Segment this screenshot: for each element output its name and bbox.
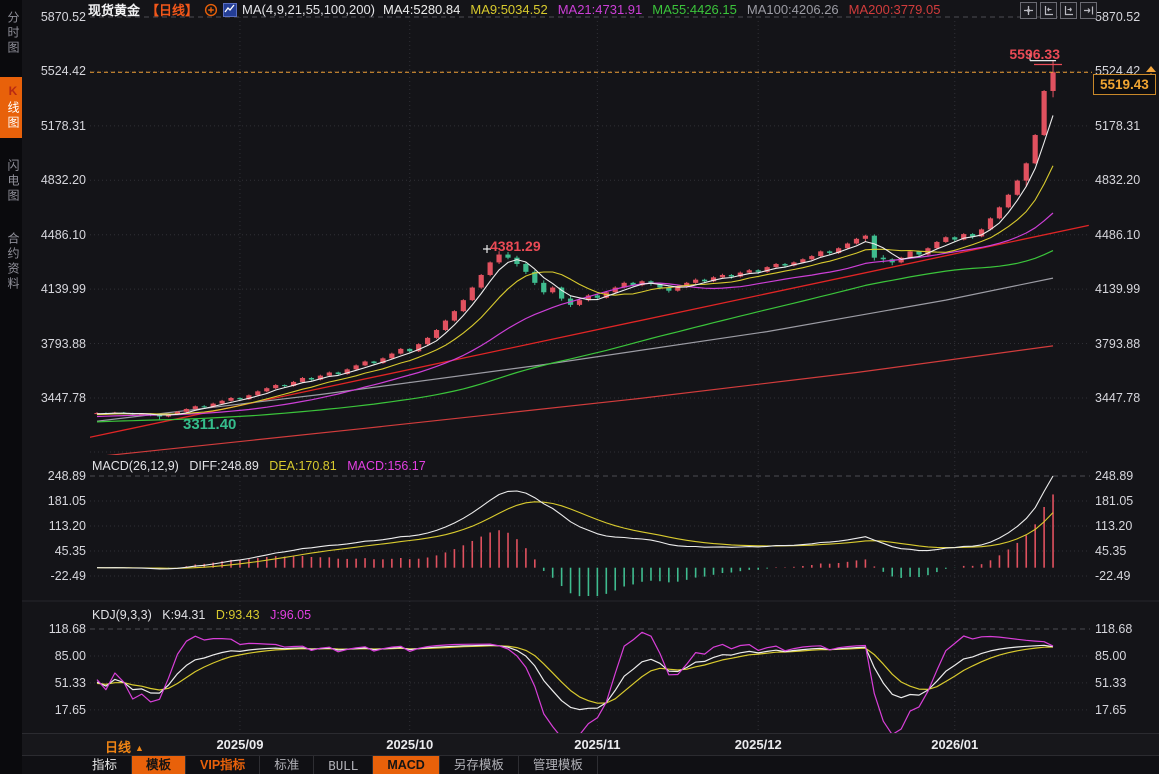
price-axis-label: 3793.88: [40, 336, 86, 351]
axis-zoom-right-icon[interactable]: [1060, 2, 1077, 19]
bottom-tab-bar: 指标 模板 VIP指标 标准 BULL MACD 另存模板 管理模板: [22, 755, 1159, 774]
axis-zoom-left-icon[interactable]: [1040, 2, 1057, 19]
kdj-axis-label: 85.00: [1095, 649, 1127, 663]
kdj-axis-label: 17.65: [1095, 702, 1127, 717]
period-tag[interactable]: 【日线】: [146, 2, 199, 18]
macd-axis-label: 248.89: [1095, 468, 1134, 483]
macd-axis-label: 181.05: [47, 493, 86, 508]
price-axis-label: 3447.78: [40, 390, 86, 405]
session-low-annotation: 3311.40: [183, 416, 237, 433]
macd-pane-header: MACD(26,12,9) DIFF:248.89 DEA:170.81 MAC…: [92, 459, 433, 473]
price-axis-label: 5870.52: [1095, 10, 1141, 24]
last-price-badge: 5519.43: [1093, 74, 1156, 95]
triangle-up-icon: ▲: [135, 743, 144, 753]
swing-high-annotation: 4381.29: [490, 238, 541, 254]
xaxis-row: 日线 ▲ 2025/09 2025/10 2025/11 2025/12 2026/01: [22, 733, 1159, 756]
bottom-tab-5[interactable]: BULL: [314, 756, 374, 774]
ma-legend-item: MA55:4426.15: [652, 1, 737, 17]
date-tick-label: 2025/09: [216, 737, 264, 752]
macd-axis-label: 45.35: [54, 543, 86, 558]
period-selector[interactable]: 日线 ▲: [105, 740, 144, 755]
kdj-j-value: J:96.05: [270, 608, 312, 622]
price-axis-label: 3447.78: [1095, 390, 1141, 405]
bottom-tab-8[interactable]: 管理模板: [519, 756, 598, 774]
macd-diff-value: DIFF:248.89: [189, 459, 259, 473]
crosshair-icon[interactable]: [1020, 2, 1037, 19]
kdj-title: KDJ(9,3,3): [92, 608, 152, 622]
ma-legend-item: MA200:3779.05: [848, 1, 941, 17]
kdj-axis-label: 118.68: [1095, 622, 1133, 637]
chart-header: 现货黄金 【日线】 MA(4,9,21,55,100,200) MA4:5280…: [22, 0, 1159, 18]
price-axis-label: 5178.31: [1095, 118, 1141, 133]
date-tick-label: 2026/01: [931, 737, 979, 752]
bottom-tab-3[interactable]: VIP指标: [186, 756, 261, 774]
kdj-axis-label: 17.65: [54, 702, 86, 717]
date-tick-label: 2025/11: [574, 737, 621, 752]
price-axis-label: 5178.31: [40, 118, 86, 133]
sidebar-tab-1[interactable]: 分时图: [6, 11, 20, 56]
price-axis-label: 5524.42: [40, 64, 86, 79]
ma-legend-item: MA21:4731.91: [557, 1, 643, 17]
ma-legend-item: MA9:5034.52: [470, 1, 548, 17]
kdj-k-value: K:94.31: [162, 608, 206, 622]
macd-title: MACD(26,12,9): [92, 459, 179, 473]
ma-legend: MA4:5280.84 MA9:5034.52 MA21:4731.91 MA55:4…: [383, 2, 950, 17]
bottom-tab-2[interactable]: 模板: [132, 756, 187, 774]
kdj-d-value: D:93.43: [215, 608, 260, 622]
price-axis-label: 4486.10: [1095, 227, 1141, 242]
sidebar: 分时图 K线图闪电图合约资料: [0, 0, 22, 774]
ma-legend-item: MA4:5280.84: [383, 1, 461, 17]
macd-axis-label: 113.20: [1095, 518, 1133, 533]
add-overlay-icon[interactable]: [204, 3, 218, 17]
macd-axis-label: -22.49: [1095, 568, 1131, 583]
price-axis-label: 4486.10: [40, 227, 86, 242]
sidebar-tab-4[interactable]: 合约资料: [6, 232, 20, 292]
price-axis-label: 4832.20: [1095, 173, 1141, 188]
chart-toolbar: [1020, 2, 1097, 19]
price-axis-label: 4139.99: [1095, 282, 1141, 297]
macd-axis-label: 45.35: [1095, 543, 1127, 558]
date-tick-label: 2025/10: [386, 737, 434, 752]
ma-legend-item: MA100:4206.26: [746, 1, 839, 17]
bottom-tab-4[interactable]: 标准: [260, 756, 315, 774]
price-axis-label: 5870.52: [40, 10, 86, 24]
pan-exit-icon[interactable]: [1080, 2, 1097, 19]
session-high-annotation: 5596.33: [1009, 46, 1060, 62]
macd-axis-label: -22.49: [50, 568, 86, 583]
price-axis-label: 3793.88: [1095, 336, 1141, 351]
kdj-pane-header: KDJ(9,3,3) K:94.31 D:93.43 J:96.05: [92, 608, 318, 622]
kdj-axis-label: 51.33: [1095, 675, 1127, 690]
bottom-tab-6[interactable]: MACD: [373, 756, 440, 774]
macd-axis-label: 248.89: [47, 468, 86, 483]
macd-dea-value: DEA:170.81: [269, 459, 337, 473]
sidebar-tab-2[interactable]: K线图: [0, 77, 22, 138]
macd-value: MACD:156.17: [347, 459, 426, 473]
kdj-axis-label: 118.68: [48, 622, 86, 637]
date-tick-label: 2025/12: [734, 737, 782, 752]
macd-axis-label: 181.05: [1095, 493, 1134, 508]
sidebar-tab-3[interactable]: 闪电图: [6, 159, 20, 204]
ma-group-label: MA(4,9,21,55,100,200): [242, 1, 376, 17]
bottom-tab-7[interactable]: 另存模板: [440, 756, 519, 774]
price-axis-label: 4832.20: [40, 173, 86, 188]
kdj-axis-label: 51.33: [54, 675, 86, 690]
bottom-tab-1[interactable]: 指标: [78, 756, 133, 774]
chart-style-icon[interactable]: [223, 3, 238, 17]
symbol-name: 现货黄金: [88, 2, 141, 18]
kdj-axis-label: 85.00: [54, 649, 86, 663]
price-axis-label: 4139.99: [40, 282, 86, 297]
macd-axis-label: 113.20: [48, 518, 86, 533]
